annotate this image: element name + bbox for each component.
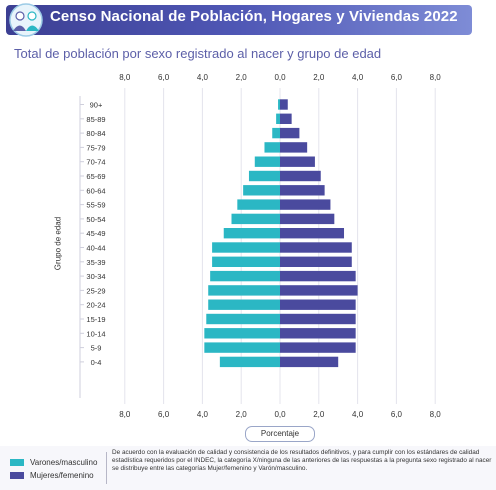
bar-male — [264, 142, 280, 153]
x-tick-label-bottom: 0,0 — [274, 410, 286, 419]
y-tick-label: 90+ — [90, 101, 103, 110]
bar-female — [280, 242, 352, 253]
legend-item-male: Varones/masculino — [10, 458, 97, 467]
bar-male — [278, 99, 280, 110]
y-tick-label: 30-34 — [86, 272, 105, 281]
bar-male — [243, 185, 280, 196]
legend-item-female: Mujeres/femenino — [10, 471, 94, 480]
y-tick-label: 20-24 — [86, 301, 105, 310]
bar-male — [272, 127, 280, 139]
page-title: Censo Nacional de Población, Hogares y V… — [50, 8, 458, 25]
x-tick-label-bottom: 8,0 — [119, 410, 131, 419]
bar-female — [280, 213, 335, 225]
census-logo-icon — [9, 3, 43, 37]
methodology-note: De acuerdo con la evaluación de calidad … — [112, 449, 492, 472]
legend-label-male: Varones/masculino — [30, 458, 98, 467]
bar-female — [280, 99, 288, 110]
bar-female — [280, 313, 356, 325]
y-tick-label: 0-4 — [91, 358, 102, 367]
bar-female — [280, 185, 325, 196]
y-tick-label: 55-59 — [86, 201, 105, 210]
legend-swatch-female — [10, 472, 24, 479]
footer: Varones/masculino Mujeres/femenino — [0, 446, 496, 490]
bar-male — [237, 199, 280, 210]
bar-female — [280, 356, 339, 368]
bar-male — [206, 313, 280, 325]
y-tick-label: 70-74 — [86, 158, 105, 167]
bar-female — [280, 228, 345, 239]
y-tick-label: 10-14 — [86, 329, 105, 338]
x-tick-label-top: 8,0 — [119, 73, 131, 82]
bar-male — [210, 270, 280, 282]
bar-female — [280, 156, 315, 167]
y-tick-label: 50-54 — [86, 215, 105, 224]
x-tick-label-top: 8,0 — [430, 73, 442, 82]
bar-female — [280, 170, 321, 182]
x-tick-label-top: 0,0 — [274, 73, 286, 82]
bar-male — [208, 299, 280, 310]
x-tick-label-bottom: 6,0 — [391, 410, 403, 419]
y-tick-label: 5-9 — [91, 344, 102, 353]
x-tick-label-bottom: 6,0 — [158, 410, 170, 419]
y-tick-label: 80-84 — [86, 129, 105, 138]
y-axis-title: Grupo de edad — [53, 216, 63, 271]
y-tick-label: 85-89 — [86, 115, 105, 124]
bar-male — [231, 213, 280, 225]
bar-female — [280, 199, 331, 210]
x-tick-label-bottom: 2,0 — [313, 410, 325, 419]
bar-male — [204, 342, 280, 353]
y-tick-label: 15-19 — [86, 315, 105, 324]
bar-female — [280, 142, 308, 153]
y-tick-label: 65-69 — [86, 172, 105, 181]
bar-female — [280, 270, 356, 282]
bar-male — [204, 328, 280, 339]
y-tick-label: 25-29 — [86, 286, 105, 295]
bar-male — [276, 113, 280, 124]
bar-female — [280, 328, 356, 339]
x-tick-label-bottom: 8,0 — [430, 410, 442, 419]
bar-male — [212, 242, 280, 253]
bar-female — [280, 299, 356, 310]
y-tick-label: 60-64 — [86, 186, 105, 195]
legend-swatch-male — [10, 459, 24, 466]
bar-female — [280, 127, 300, 139]
bar-male — [254, 156, 280, 167]
header: Censo Nacional de Población, Hogares y V… — [0, 0, 496, 40]
x-tick-label-bottom: 4,0 — [352, 410, 364, 419]
y-tick-label: 45-49 — [86, 229, 105, 238]
bar-female — [280, 256, 352, 267]
y-tick-label: 35-39 — [86, 258, 105, 267]
bar-female — [280, 342, 356, 353]
bar-male — [212, 256, 280, 267]
x-tick-label-top: 2,0 — [236, 73, 248, 82]
x-tick-label-top: 6,0 — [391, 73, 403, 82]
x-tick-label-top: 6,0 — [158, 73, 170, 82]
bar-male — [248, 170, 280, 182]
bar-male — [223, 228, 280, 239]
population-pyramid-chart: 8,0 8,0 6,0 6,0 4,0 4,0 2,0 2,0 0,0 0,0 2,0 2,0 4,0 4… — [79, 73, 442, 419]
bar-female — [280, 285, 358, 296]
bar-female — [280, 113, 292, 124]
x-tick-label-bottom: 4,0 — [197, 410, 209, 419]
x-tick-label-bottom: 2,0 — [236, 410, 248, 419]
chart-subtitle: Total de población por sexo registrado a… — [14, 46, 382, 61]
x-axis-title: Porcentaje — [245, 426, 315, 442]
header-bar — [6, 5, 472, 35]
x-tick-label-top: 4,0 — [197, 73, 209, 82]
x-tick-label-top: 2,0 — [313, 73, 325, 82]
bar-male — [208, 285, 280, 296]
footer-divider — [106, 452, 107, 484]
y-tick-label: 40-44 — [86, 244, 105, 253]
x-tick-label-top: 4,0 — [352, 73, 364, 82]
bar-male — [219, 356, 280, 368]
y-tick-label: 75-79 — [86, 143, 105, 152]
legend-label-female: Mujeres/femenino — [30, 471, 94, 480]
